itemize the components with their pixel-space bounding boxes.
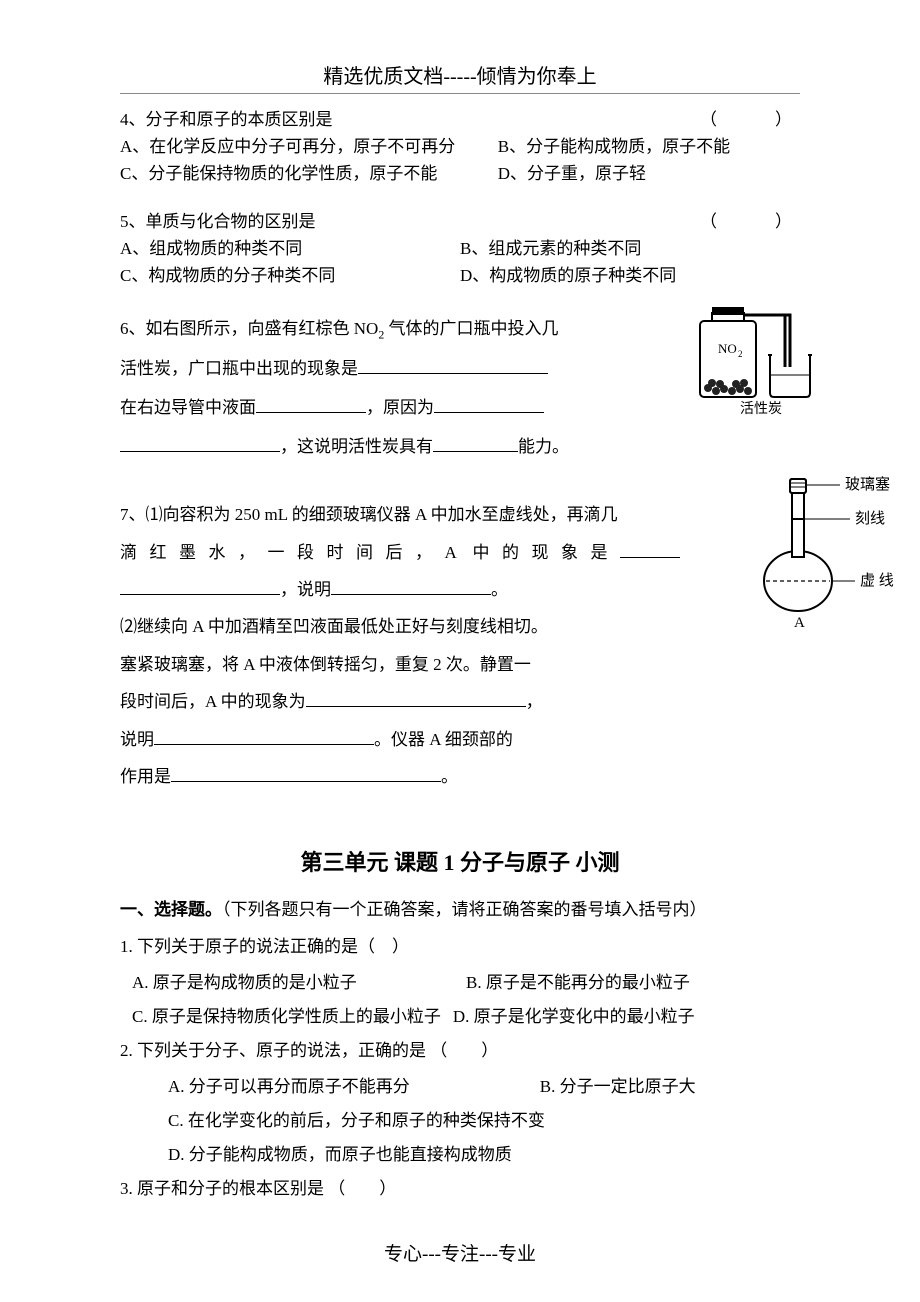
blank <box>331 578 491 595</box>
question-5: 5、单质与化合物的区别是 （ ） A、组成物质的种类不同 B、组成元素的种类不同… <box>120 208 800 290</box>
q4-optD: D、分子重，原子轻 <box>498 160 800 187</box>
blank <box>256 396 366 413</box>
q7-line7a: 说明 <box>120 730 154 749</box>
svg-text:玻璃塞: 玻璃塞 <box>845 475 890 493</box>
quiz-2-stem: 2. 下列关于分子、原子的说法，正确的是 （ ） <box>120 1034 800 1068</box>
q7-line5: 塞紧玻璃塞，将 A 中液体倒转摇匀，重复 2 次。静置一 <box>120 646 680 683</box>
blank <box>358 357 548 374</box>
q6-line3a: 在右边导管中液面 <box>120 398 256 417</box>
svg-text:刻线: 刻线 <box>855 510 885 527</box>
blank <box>171 765 441 782</box>
q5-optA: A、组成物质的种类不同 <box>120 235 460 262</box>
svg-text:活性炭: 活性炭 <box>740 401 782 417</box>
q4-optB: B、分子能构成物质，原子不能 <box>498 133 800 160</box>
section-1-rest: （下列各题只有一个正确答案，请将正确答案的番号填入括号内） <box>222 900 707 919</box>
q5-optC: C、构成物质的分子种类不同 <box>120 262 460 289</box>
q7-line3b: 。 <box>491 580 508 599</box>
q7-line6b: ， <box>526 692 543 711</box>
q5-optD: D、构成物质的原子种类不同 <box>460 262 800 289</box>
q4-optA: A、在化学反应中分子可再分，原子不可再分 <box>120 133 498 160</box>
quiz1-optD: D. 原子是化学变化中的最小粒子 <box>453 1000 695 1034</box>
header-divider <box>120 93 800 94</box>
quiz-1-opts: A. 原子是构成物质的是小粒子 B. 原子是不能再分的最小粒子 C. 原子是保持… <box>120 966 800 1034</box>
quiz2-optA: A. 分子可以再分而原子不能再分 <box>168 1070 540 1104</box>
q7-line1: 7、⑴向容积为 250 mL 的细颈玻璃仪器 A 中加水至虚线处，再滴几 <box>120 496 680 533</box>
quiz-2-opts: A. 分子可以再分而原子不能再分 B. 分子一定比原子大 C. 在化学变化的前后… <box>120 1070 800 1172</box>
question-7: 7、⑴向容积为 250 mL 的细颈玻璃仪器 A 中加水至虚线处，再滴几 滴红墨… <box>120 496 800 795</box>
q7-line4: ⑵继续向 A 中加酒精至凹液面最低处正好与刻度线相切。 <box>120 608 680 645</box>
svg-text:NO: NO <box>718 341 737 356</box>
quiz-1-stem: 1. 下列关于原子的说法正确的是（ ） <box>120 930 800 964</box>
question-4: 4、分子和原子的本质区别是 （ ） A、在化学反应中分子可再分，原子不可再分 B… <box>120 106 800 188</box>
q7-line2: 滴红墨水，一段时间后，A 中的现象是 <box>120 543 620 562</box>
q7-line8b: 。 <box>441 767 458 786</box>
quiz1-optA: A. 原子是构成物质的是小粒子 <box>132 966 466 1000</box>
q6-line4a: ，这说明活性炭具有 <box>280 437 433 456</box>
q7-line8a: 作用是 <box>120 767 171 786</box>
section-1-heading: 一、选择题。（下列各题只有一个正确答案，请将正确答案的番号填入括号内） <box>120 895 800 920</box>
blank <box>306 690 526 707</box>
q6-line2a: 活性炭，广口瓶中出现的现象是 <box>120 359 358 378</box>
q6-line3b: ，原因为 <box>366 398 434 417</box>
q7-line6a: 段时间后，A 中的现象为 <box>120 692 306 711</box>
quiz2-optC: C. 在化学变化的前后，分子和原子的种类保持不变 <box>168 1104 800 1138</box>
unit-title: 第三单元 课题 1 分子与原子 小测 <box>120 845 800 877</box>
blank <box>433 435 518 452</box>
q7-flask-figure: 玻璃塞 刻线 虚 线 A <box>750 471 920 631</box>
q5-paren: （ ） <box>700 208 800 235</box>
quiz2-optD: D. 分子能构成物质，而原子也能直接构成物质 <box>168 1138 800 1172</box>
section-1-bold: 一、选择题。 <box>120 900 222 919</box>
blank <box>620 541 680 558</box>
q5-optB: B、组成元素的种类不同 <box>460 235 800 262</box>
q4-stem: 4、分子和原子的本质区别是 <box>120 106 333 133</box>
quiz1-optC: C. 原子是保持物质化学性质上的最小粒子 <box>132 1000 441 1034</box>
blank <box>120 578 280 595</box>
q7-line3a: ，说明 <box>280 580 331 599</box>
question-6: 6、如右图所示，向盛有红棕色 NO 2 气体的广口瓶中投入几 活性炭，广口瓶中出现… <box>120 309 800 466</box>
q5-stem: 5、单质与化合物的区别是 <box>120 208 316 235</box>
quiz1-optB: B. 原子是不能再分的最小粒子 <box>466 966 800 1000</box>
q4-paren: （ ） <box>700 106 800 133</box>
blank <box>434 396 544 413</box>
blank <box>120 435 280 452</box>
q6-line1a: 6、如右图所示，向盛有红棕色 NO <box>120 319 378 338</box>
q6-line4b: 能力。 <box>518 437 569 456</box>
blank <box>154 728 374 745</box>
page-footer: 专心---专注---专业 <box>0 1239 920 1266</box>
q6-line1b: 气体的广口瓶中投入几 <box>384 319 558 338</box>
svg-text:虚 线: 虚 线 <box>860 572 894 589</box>
q4-optC: C、分子能保持物质的化学性质，原子不能 <box>120 160 498 187</box>
q7-line7b: 。仪器 A 细颈部的 <box>374 730 513 749</box>
quiz-3-stem: 3. 原子和分子的根本区别是 （ ） <box>120 1172 800 1206</box>
q6-apparatus-figure: NO 2 活性炭 <box>690 303 850 423</box>
page-header: 精选优质文档-----倾情为你奉上 <box>120 60 800 89</box>
svg-text:A: A <box>794 615 805 631</box>
svg-text:2: 2 <box>738 349 743 359</box>
quiz2-optB: B. 分子一定比原子大 <box>540 1070 800 1104</box>
